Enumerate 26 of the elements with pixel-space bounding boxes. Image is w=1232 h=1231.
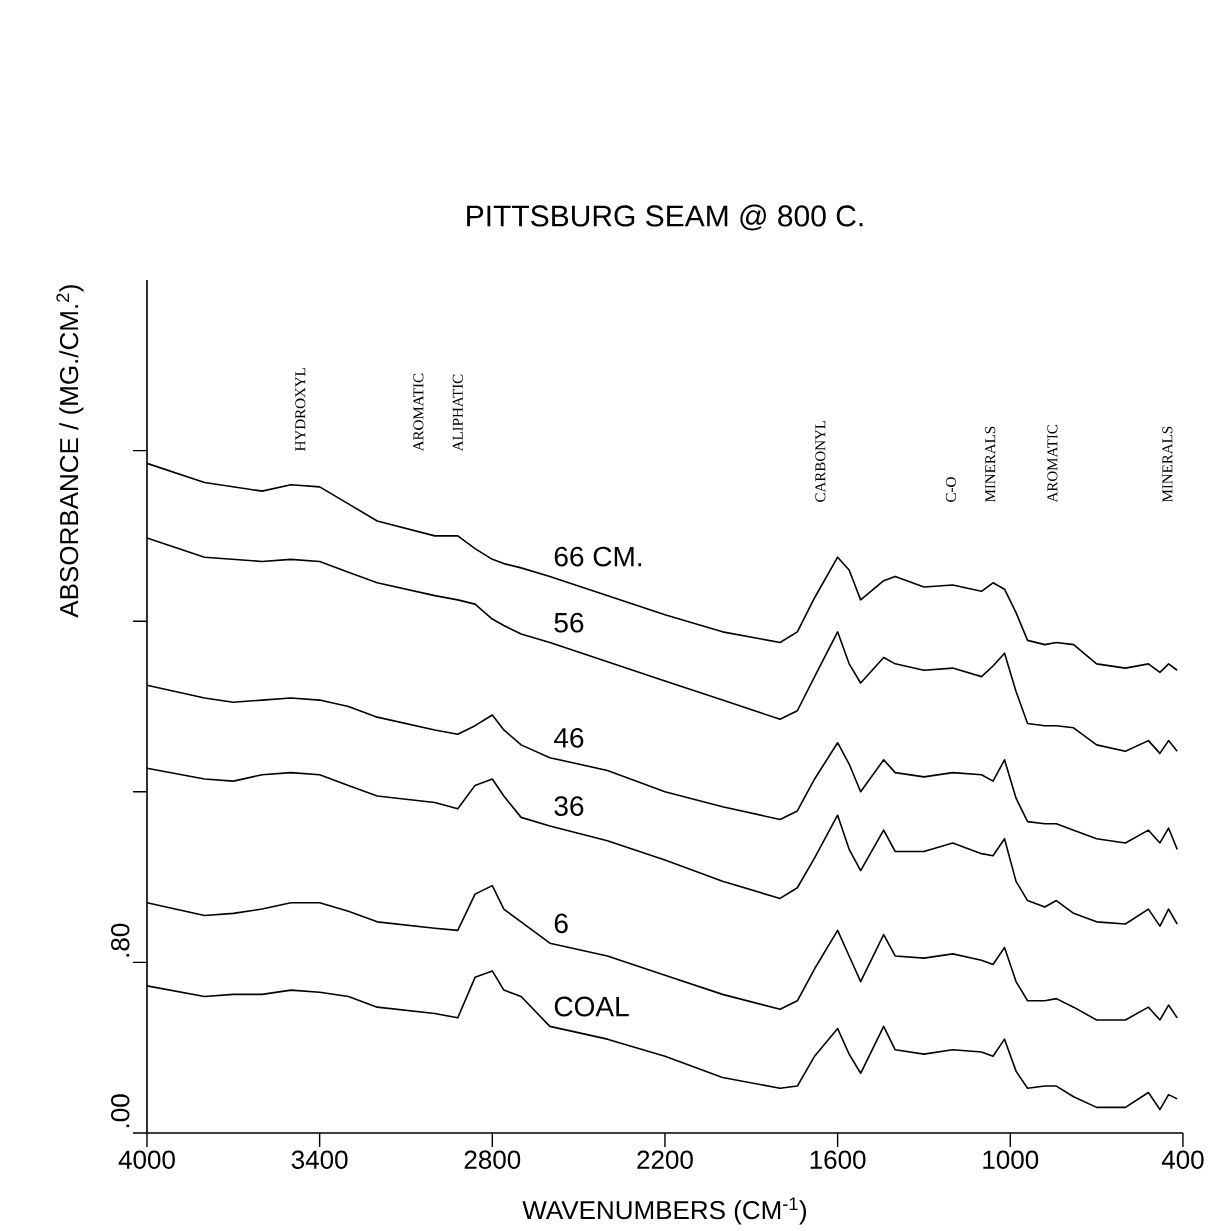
y-axis-title: ABSORBANCE / (MG./CM.$^{2}$): [56, 285, 84, 618]
x-tick-label: 1600: [810, 1150, 866, 1169]
annotation: C-O: [945, 477, 956, 502]
y-tick-label: .00: [111, 1094, 130, 1128]
annotation: CARBONYL: [815, 420, 826, 502]
x-tick-label: 1000: [983, 1150, 1039, 1169]
series-label: 46: [554, 727, 584, 748]
series-label: 6: [554, 913, 568, 934]
annotation: HYDROXYL: [295, 368, 306, 451]
x-tick-label: 4000: [118, 1150, 175, 1169]
series-label: COAL: [554, 996, 629, 1017]
x-tick-label: 2200: [637, 1150, 693, 1169]
annotation: MINERALS: [985, 426, 996, 503]
x-tick-label: 400: [1161, 1150, 1204, 1169]
x-tick-label: 3400: [291, 1150, 348, 1169]
series-label: 66 CM.: [554, 546, 642, 567]
series-label: 56: [554, 612, 584, 633]
chart-title: PITTSBURG SEAM @ 800 C.: [467, 204, 863, 231]
x-tick-label: 2800: [464, 1150, 521, 1169]
annotation: MINERALS: [1162, 426, 1173, 503]
annotation: AROMATIC: [1047, 424, 1058, 503]
annotation: AROMATIC: [413, 373, 424, 452]
x-axis-title: WAVENUMBERS (CM$^{-1}$): [522, 1197, 807, 1225]
annotation: ALIPHATIC: [452, 374, 463, 452]
series-label: 36: [554, 796, 584, 816]
y-tick-label: .80: [111, 923, 130, 957]
